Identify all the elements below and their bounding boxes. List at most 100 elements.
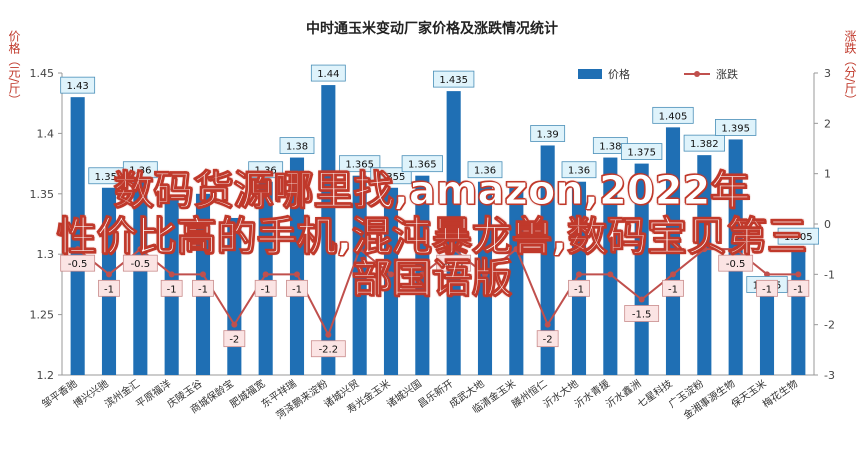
y-tick-label-right: -2: [824, 319, 835, 332]
change-point: [294, 271, 300, 278]
y-tick-label-left: 1.35: [30, 188, 55, 201]
line-data-label: -1: [668, 284, 678, 295]
bar: [477, 181, 493, 375]
bar: [509, 187, 524, 375]
bar-label-box: [777, 227, 819, 245]
bar-data-label: 1.36: [129, 166, 151, 177]
line-data-label: -1: [167, 284, 177, 295]
change-point: [450, 246, 457, 253]
line-label-box: [286, 279, 308, 297]
line-label-box: [536, 330, 559, 348]
bar: [352, 175, 367, 375]
y-tick-label-right: -1: [824, 268, 835, 281]
bar-data-label: 1.38: [286, 142, 308, 153]
bar: [571, 181, 587, 375]
bar-data-label: 1.355: [377, 172, 406, 183]
change-point: [764, 271, 770, 278]
bar-label-box: [561, 161, 597, 179]
bar: [383, 187, 399, 375]
bar-data-label: 1.44: [317, 69, 339, 80]
y-tick-label-right: 0: [824, 218, 831, 231]
legend-swatch-bar: [578, 69, 602, 79]
line-data-label: -1: [574, 284, 584, 295]
bar-label-box: [621, 143, 663, 161]
y-tick-label-right: 2: [824, 117, 831, 130]
change-point: [670, 271, 676, 278]
bar-data-label: 1.36: [474, 166, 496, 177]
line-label-box: [192, 279, 214, 297]
x-tick-label: 梅花生物: [760, 377, 800, 411]
change-point: [607, 271, 614, 278]
line-data-label: -2.2: [319, 345, 339, 356]
line-data-label: -1: [261, 284, 271, 295]
y-tick-label-right: 3: [824, 67, 831, 80]
line-label-box: [223, 330, 246, 348]
line-data-label: -1: [198, 284, 208, 295]
bar-data-label: 1.365: [345, 160, 374, 171]
y-tick-label-left: 1.4: [37, 127, 55, 140]
bar-data-label: 1.435: [439, 75, 468, 86]
overlay-text-line-3: 部国语版: [352, 256, 513, 303]
bar-label-box: [652, 106, 694, 124]
legend-label: 价格: [608, 67, 630, 81]
change-point: [200, 271, 206, 278]
bar-label-box: [401, 155, 443, 173]
line-data-label: -1.5: [632, 310, 652, 321]
bar: [446, 91, 461, 376]
change-point: [325, 331, 332, 338]
y-axis-left-label: 价格（元/斤）: [7, 30, 21, 107]
bar: [289, 157, 305, 375]
y-tick-label-right: 1: [824, 168, 831, 181]
bar-label-box: [248, 161, 284, 179]
line-label-box: [60, 254, 96, 272]
change-point: [732, 246, 739, 253]
line-label-box: [718, 254, 754, 272]
change-point: [419, 271, 426, 278]
change-point: [168, 271, 175, 278]
change-point: [544, 321, 551, 328]
chart-title: 中时通玉米变动厂家价格及涨跌情况统计: [306, 21, 558, 37]
bar-label-box: [279, 137, 315, 154]
x-tick-label: 菏泽鹏来淀粉: [273, 377, 330, 422]
line-data-label: -0.5: [726, 259, 746, 270]
line-data-label: -0.5: [68, 259, 88, 270]
change-point: [482, 271, 488, 278]
line-data-label: -1: [762, 284, 772, 295]
change-point: [231, 321, 238, 328]
bar-data-label: 1.382: [690, 139, 719, 150]
bar-label-box: [60, 76, 96, 94]
line-label-box: [310, 340, 346, 358]
bar-data-label: 1.38: [599, 142, 621, 153]
bar-data-label: 1.39: [537, 129, 559, 140]
line-label-box: [122, 254, 158, 272]
line-data-label: -1: [292, 284, 302, 295]
bar-data-label: 1.395: [721, 123, 750, 134]
line-data-label: -2: [543, 335, 553, 346]
change-point: [513, 246, 520, 253]
line-data-label: -0.5: [444, 259, 464, 270]
bar-data-label: 1.36: [255, 166, 277, 177]
line-label-box: [568, 279, 590, 297]
line-label-box: [624, 305, 660, 322]
bar-label-box: [467, 161, 503, 179]
line-data-label: -2: [229, 335, 239, 346]
bar-data-label: 1.355: [95, 172, 124, 183]
change-point: [106, 271, 112, 278]
bar-data-label: 1.36: [568, 166, 590, 177]
bar: [321, 85, 336, 375]
line-data-label: -1: [793, 284, 803, 295]
change-point: [638, 296, 645, 303]
y-tick-label-left: 1.25: [30, 309, 55, 322]
bar-data-label: 1.375: [627, 148, 656, 159]
bar: [70, 97, 85, 375]
bar-data-label: 1.305: [784, 232, 813, 243]
change-point: [576, 271, 582, 278]
y-axis-right-label: 涨跌（分/斤）: [843, 30, 857, 107]
change-point: [701, 246, 708, 253]
bar-data-label: 1.405: [659, 111, 688, 122]
bar: [603, 157, 618, 375]
line-label-box: [787, 279, 810, 297]
bar-label-box: [339, 155, 381, 173]
bar: [791, 248, 806, 375]
bar-label-box: [530, 125, 566, 142]
